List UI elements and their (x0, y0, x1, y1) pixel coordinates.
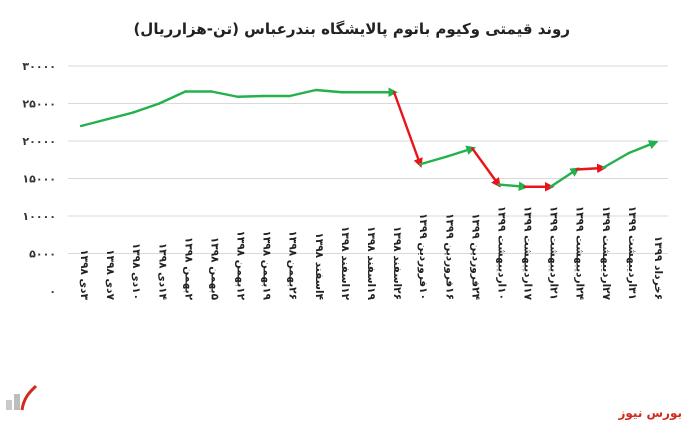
data-point (211, 91, 213, 93)
line-segment-up (445, 145, 477, 158)
x-tick-label: ۱۲بهمن ۱۳۹۸ (235, 231, 247, 301)
line-segment-down (392, 91, 423, 168)
y-tick-label: ۵۰۰۰ (29, 248, 56, 261)
y-tick-label: ۲۵۰۰۰ (22, 98, 56, 111)
line-segment-up (497, 181, 529, 192)
line-segment-up (418, 155, 448, 166)
data-point (237, 96, 239, 98)
y-tick-label: ۳۰۰۰۰ (22, 60, 56, 73)
data-point (341, 91, 343, 93)
x-tick-label: ۲۴فروردین ۱۳۹۹ (469, 213, 481, 300)
data-point (289, 95, 291, 97)
data-point (654, 142, 656, 144)
series-line (79, 87, 659, 192)
data-point (419, 163, 421, 165)
x-tick-label: ۱۴دی ۱۳۹۸ (156, 243, 168, 301)
x-axis-ticks: ۳دی ۱۳۹۸ ۷دی ۱۳۹۸ ۱۰دی ۱۳۹۸ ۱۴دی ۱۳۹۸ ۲بهمن … (78, 206, 664, 301)
x-tick-label: ۳۱اردیبهشت ۱۳۹۹ (626, 206, 638, 300)
x-tick-label: ۱۰فروردین ۱۳۹۹ (417, 213, 429, 300)
line-segment-up (627, 140, 659, 155)
line-segment-up (288, 88, 318, 98)
y-tick-label: ۱۵۰۰۰ (22, 173, 56, 186)
data-point (393, 91, 395, 93)
y-axis-ticks: ۰ ۵۰۰۰ ۱۰۰۰۰ ۱۵۰۰۰ ۲۰۰۰۰ ۲۵۰۰۰ ۳۰۰۰۰ (22, 60, 56, 298)
x-tick-label: ۶خرداد ۱۳۹۹ (652, 236, 664, 300)
data-point (106, 118, 108, 120)
x-tick-label: ۲۱اردیبهشت ۱۳۹۹ (548, 206, 560, 300)
x-tick-label: ۱۷اردیبهشت ۱۳۹۹ (522, 206, 534, 301)
x-tick-label: ۱۰اردیبهشت ۱۳۹۹ (495, 206, 507, 300)
x-tick-label: ۱۶فروردین ۱۳۹۹ (443, 213, 455, 300)
y-tick-label: ۲۰۰۰۰ (22, 135, 56, 148)
data-point (263, 95, 265, 97)
data-point (315, 89, 317, 91)
x-tick-label: ۳دی ۱۳۹۸ (78, 249, 90, 300)
x-tick-label: ۲۷اردیبهشت ۱۳۹۹ (600, 206, 612, 301)
x-tick-label: ۷دی ۱۳۹۸ (104, 249, 116, 300)
data-point (576, 169, 578, 171)
data-point (524, 186, 526, 188)
x-tick-label: ۴اسفند ۱۳۹۸ (313, 232, 325, 300)
line-segment-up (158, 90, 187, 105)
line-segment-down (471, 147, 501, 188)
data-point (80, 125, 82, 127)
data-point (498, 184, 500, 186)
y-tick-label: ۱۰۰۰۰ (22, 210, 56, 223)
x-tick-label: ۲۶اسفند ۱۳۹۸ (391, 226, 403, 300)
line-segment-up (314, 88, 344, 94)
x-tick-label: ۲۶بهمن ۱۳۹۸ (287, 231, 299, 301)
data-point (185, 91, 187, 93)
data-point (367, 91, 369, 93)
line-segment-up (132, 102, 161, 114)
line-segment-up (105, 111, 135, 121)
chart-title: روند قیمتی وکیوم باتوم پالایشگاه بندرعبا… (133, 20, 570, 38)
x-tick-label: ۱۲اسفند ۱۳۹۸ (339, 226, 351, 301)
data-point (445, 156, 447, 158)
data-point (159, 103, 161, 105)
x-tick-label: ۵بهمن ۱۳۹۸ (208, 237, 220, 301)
line-segment-up (210, 90, 239, 98)
data-point (132, 112, 134, 114)
data-point (628, 152, 630, 154)
line-segment-down (575, 163, 607, 174)
x-tick-label: ۲بهمن ۱۳۹۸ (182, 237, 194, 301)
line-segment-up (79, 118, 109, 128)
y-tick-label: ۰ (49, 285, 56, 298)
x-tick-label: ۱۹اسفند ۱۳۹۸ (365, 226, 377, 301)
data-point (550, 186, 552, 188)
line-segment-up (236, 94, 265, 98)
data-point (472, 148, 474, 150)
x-tick-label: ۲۴اردیبهشت ۱۳۹۹ (574, 206, 586, 301)
bourse-news-logo-icon (4, 384, 38, 416)
gridlines (68, 65, 668, 254)
x-tick-label: ۱۰دی ۱۳۹۸ (130, 243, 142, 300)
line-segment-up (601, 151, 631, 170)
data-point (602, 167, 604, 169)
x-tick-label: ۱۹بهمن ۱۳۹۸ (261, 231, 273, 301)
line-segment-up (549, 167, 580, 188)
brand-name: بورس نیوز (618, 406, 682, 420)
